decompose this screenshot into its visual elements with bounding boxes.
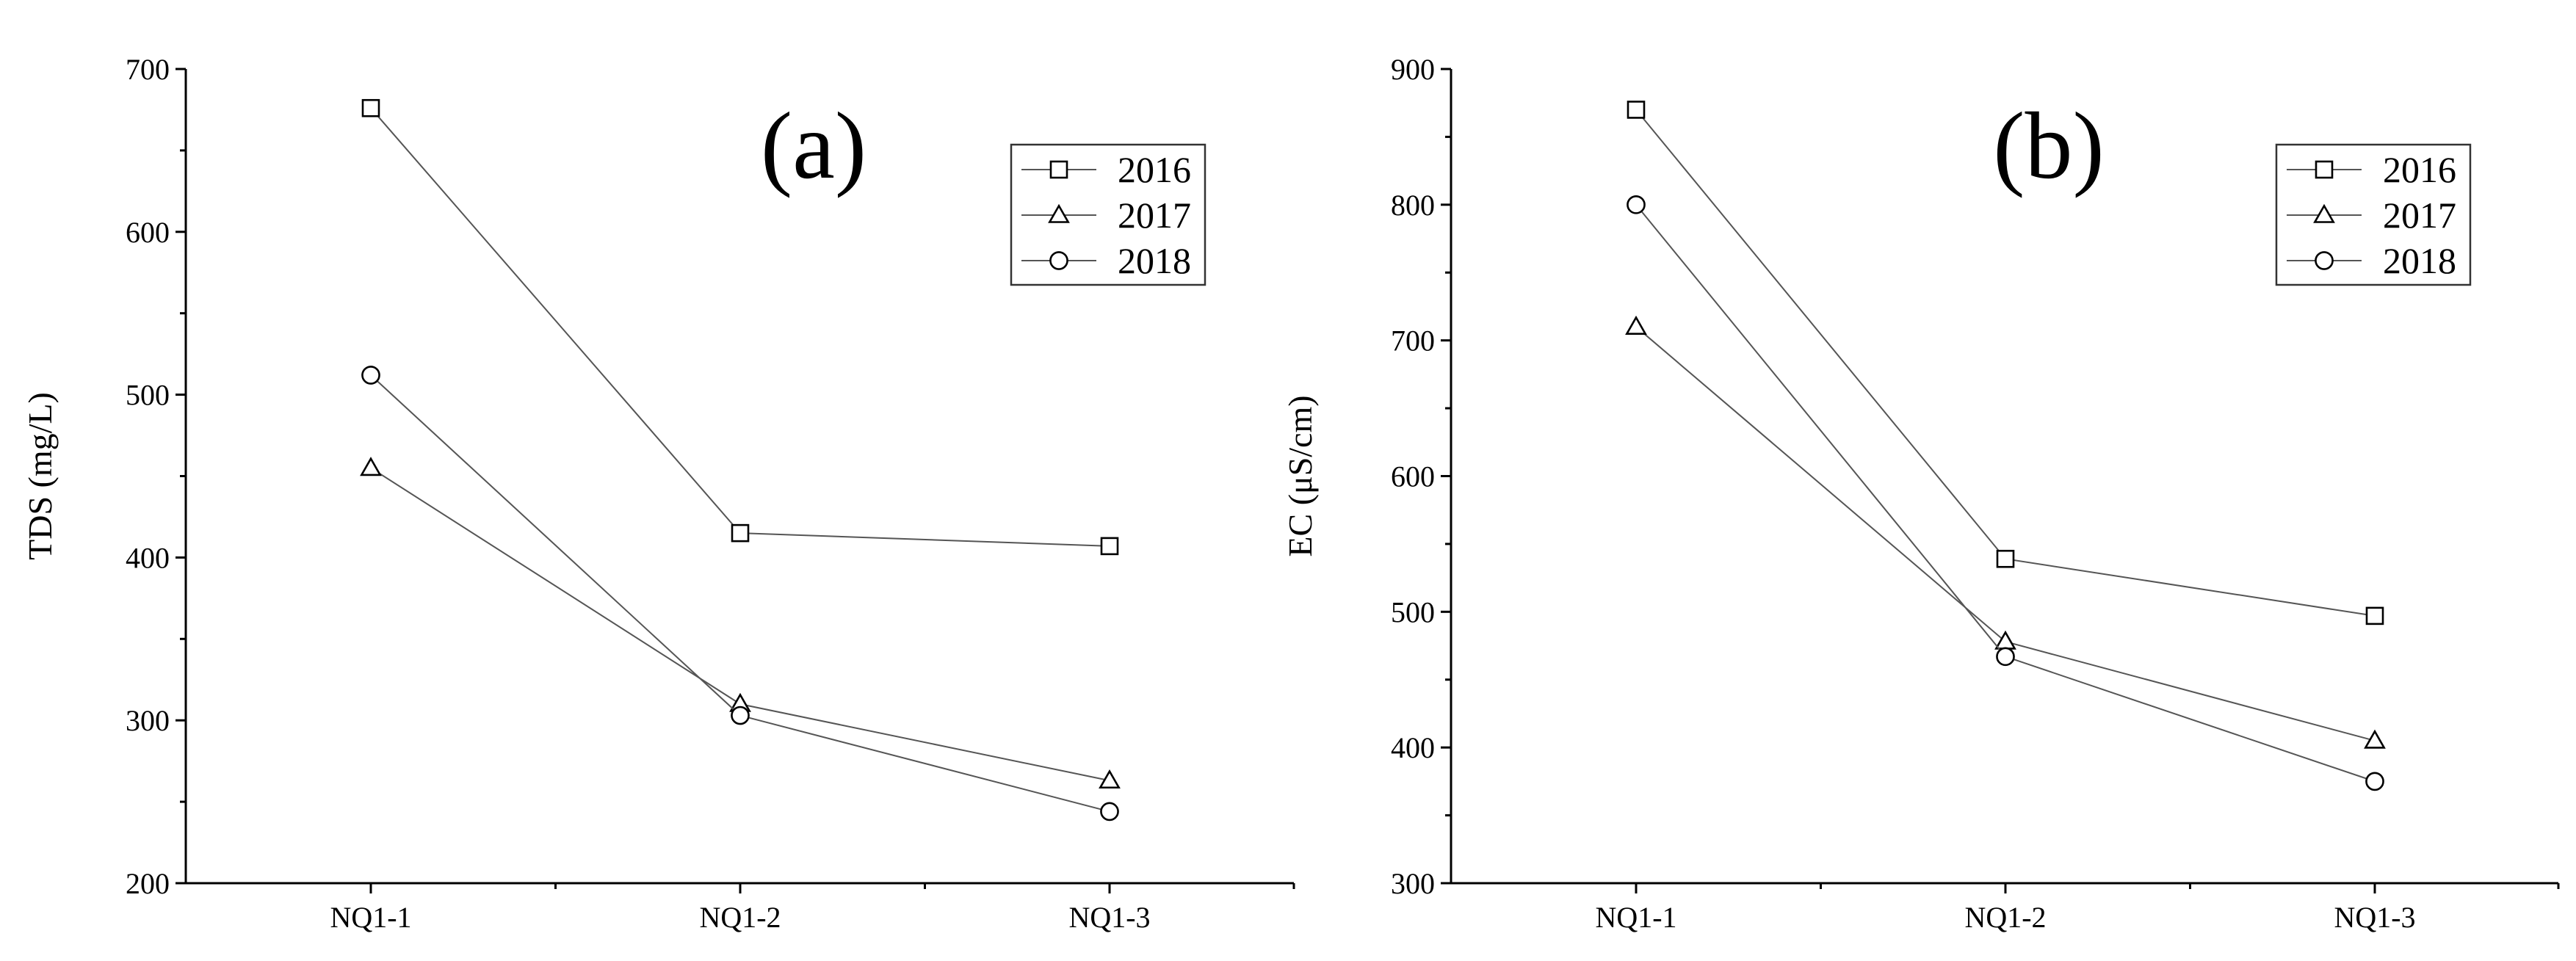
series-line-2018 bbox=[1635, 204, 2376, 783]
y-tick-label: 800 bbox=[1391, 189, 1435, 222]
y-tick-label: 400 bbox=[126, 541, 170, 574]
chart-panel-a: 200 300 400 500 600 700 NQ1-1 NQ1-2 NQ1-3 TDS (mg… bbox=[21, 53, 1295, 934]
legend-label-2016: 2016 bbox=[2383, 149, 2456, 190]
data-point-2018 bbox=[1996, 647, 2015, 667]
y-tick-label: 300 bbox=[126, 704, 170, 737]
chart-panel-b: 300 400 500 600 700 800 900 NQ1-1 NQ1-2 NQ1-3 EC (… bbox=[1281, 53, 2560, 934]
legend-marker-2018 bbox=[1049, 251, 1068, 270]
data-point-2018 bbox=[1627, 195, 1646, 214]
panel-label: (b) bbox=[1993, 93, 2105, 199]
y-tick-label: 600 bbox=[1391, 460, 1435, 493]
data-point-2017 bbox=[1099, 769, 1121, 789]
data-point-2017 bbox=[2364, 729, 2386, 749]
y-axis-title: TDS (mg/L) bbox=[21, 392, 59, 560]
y-tick-label: 400 bbox=[1391, 731, 1435, 764]
x-tick-label: NQ1-1 bbox=[1595, 901, 1676, 934]
data-point-2018 bbox=[361, 366, 380, 385]
y-tick-label: 900 bbox=[1391, 53, 1435, 86]
data-point-2018 bbox=[1100, 802, 1119, 822]
y-tick-label: 700 bbox=[1391, 324, 1435, 358]
data-point-2017 bbox=[360, 457, 382, 476]
series-line-2016 bbox=[370, 107, 1110, 547]
y-axis-title: EC (μS/cm) bbox=[1281, 395, 1319, 556]
data-point-2016 bbox=[1996, 549, 2015, 568]
data-point-2016 bbox=[361, 98, 380, 117]
legend-label-2018: 2018 bbox=[2383, 240, 2456, 281]
data-point-2016 bbox=[2365, 606, 2384, 625]
data-point-2016 bbox=[1100, 537, 1119, 556]
x-tick-label: NQ1-3 bbox=[1068, 901, 1150, 934]
x-tick-label: NQ1-1 bbox=[330, 901, 411, 934]
y-tick-label: 500 bbox=[126, 379, 170, 412]
legend-label-2016: 2016 bbox=[1118, 149, 1191, 190]
series-line-2017 bbox=[1635, 326, 2376, 741]
legend-label-2017: 2017 bbox=[2383, 195, 2456, 236]
data-point-2017 bbox=[1994, 630, 2016, 650]
x-tick-label: NQ1-2 bbox=[1964, 901, 2046, 934]
y-tick-label: 700 bbox=[126, 53, 170, 86]
series-line-2017 bbox=[370, 467, 1110, 782]
x-tick-label: NQ1-3 bbox=[2334, 901, 2415, 934]
legend-label-2018: 2018 bbox=[1118, 240, 1191, 281]
data-point-2016 bbox=[731, 523, 750, 543]
legend-marker-2018 bbox=[2315, 251, 2334, 270]
legend-marker-2017 bbox=[1048, 203, 1070, 223]
data-point-2018 bbox=[731, 706, 750, 725]
legend-marker-2016 bbox=[2315, 160, 2334, 179]
series-line-2018 bbox=[370, 374, 1110, 813]
legend-label-2017: 2017 bbox=[1118, 195, 1191, 236]
y-tick-label: 300 bbox=[1391, 867, 1435, 900]
panel-label: (a) bbox=[761, 93, 866, 199]
data-point-2016 bbox=[1627, 101, 1646, 119]
y-tick-label: 600 bbox=[126, 216, 170, 249]
x-tick-label: NQ1-2 bbox=[699, 901, 781, 934]
legend-marker-2017 bbox=[2313, 203, 2335, 223]
data-point-2017 bbox=[1625, 315, 1647, 335]
data-point-2018 bbox=[2365, 772, 2384, 791]
legend-marker-2016 bbox=[1049, 160, 1068, 179]
y-tick-label: 500 bbox=[1391, 595, 1435, 628]
y-tick-label: 200 bbox=[126, 867, 170, 900]
